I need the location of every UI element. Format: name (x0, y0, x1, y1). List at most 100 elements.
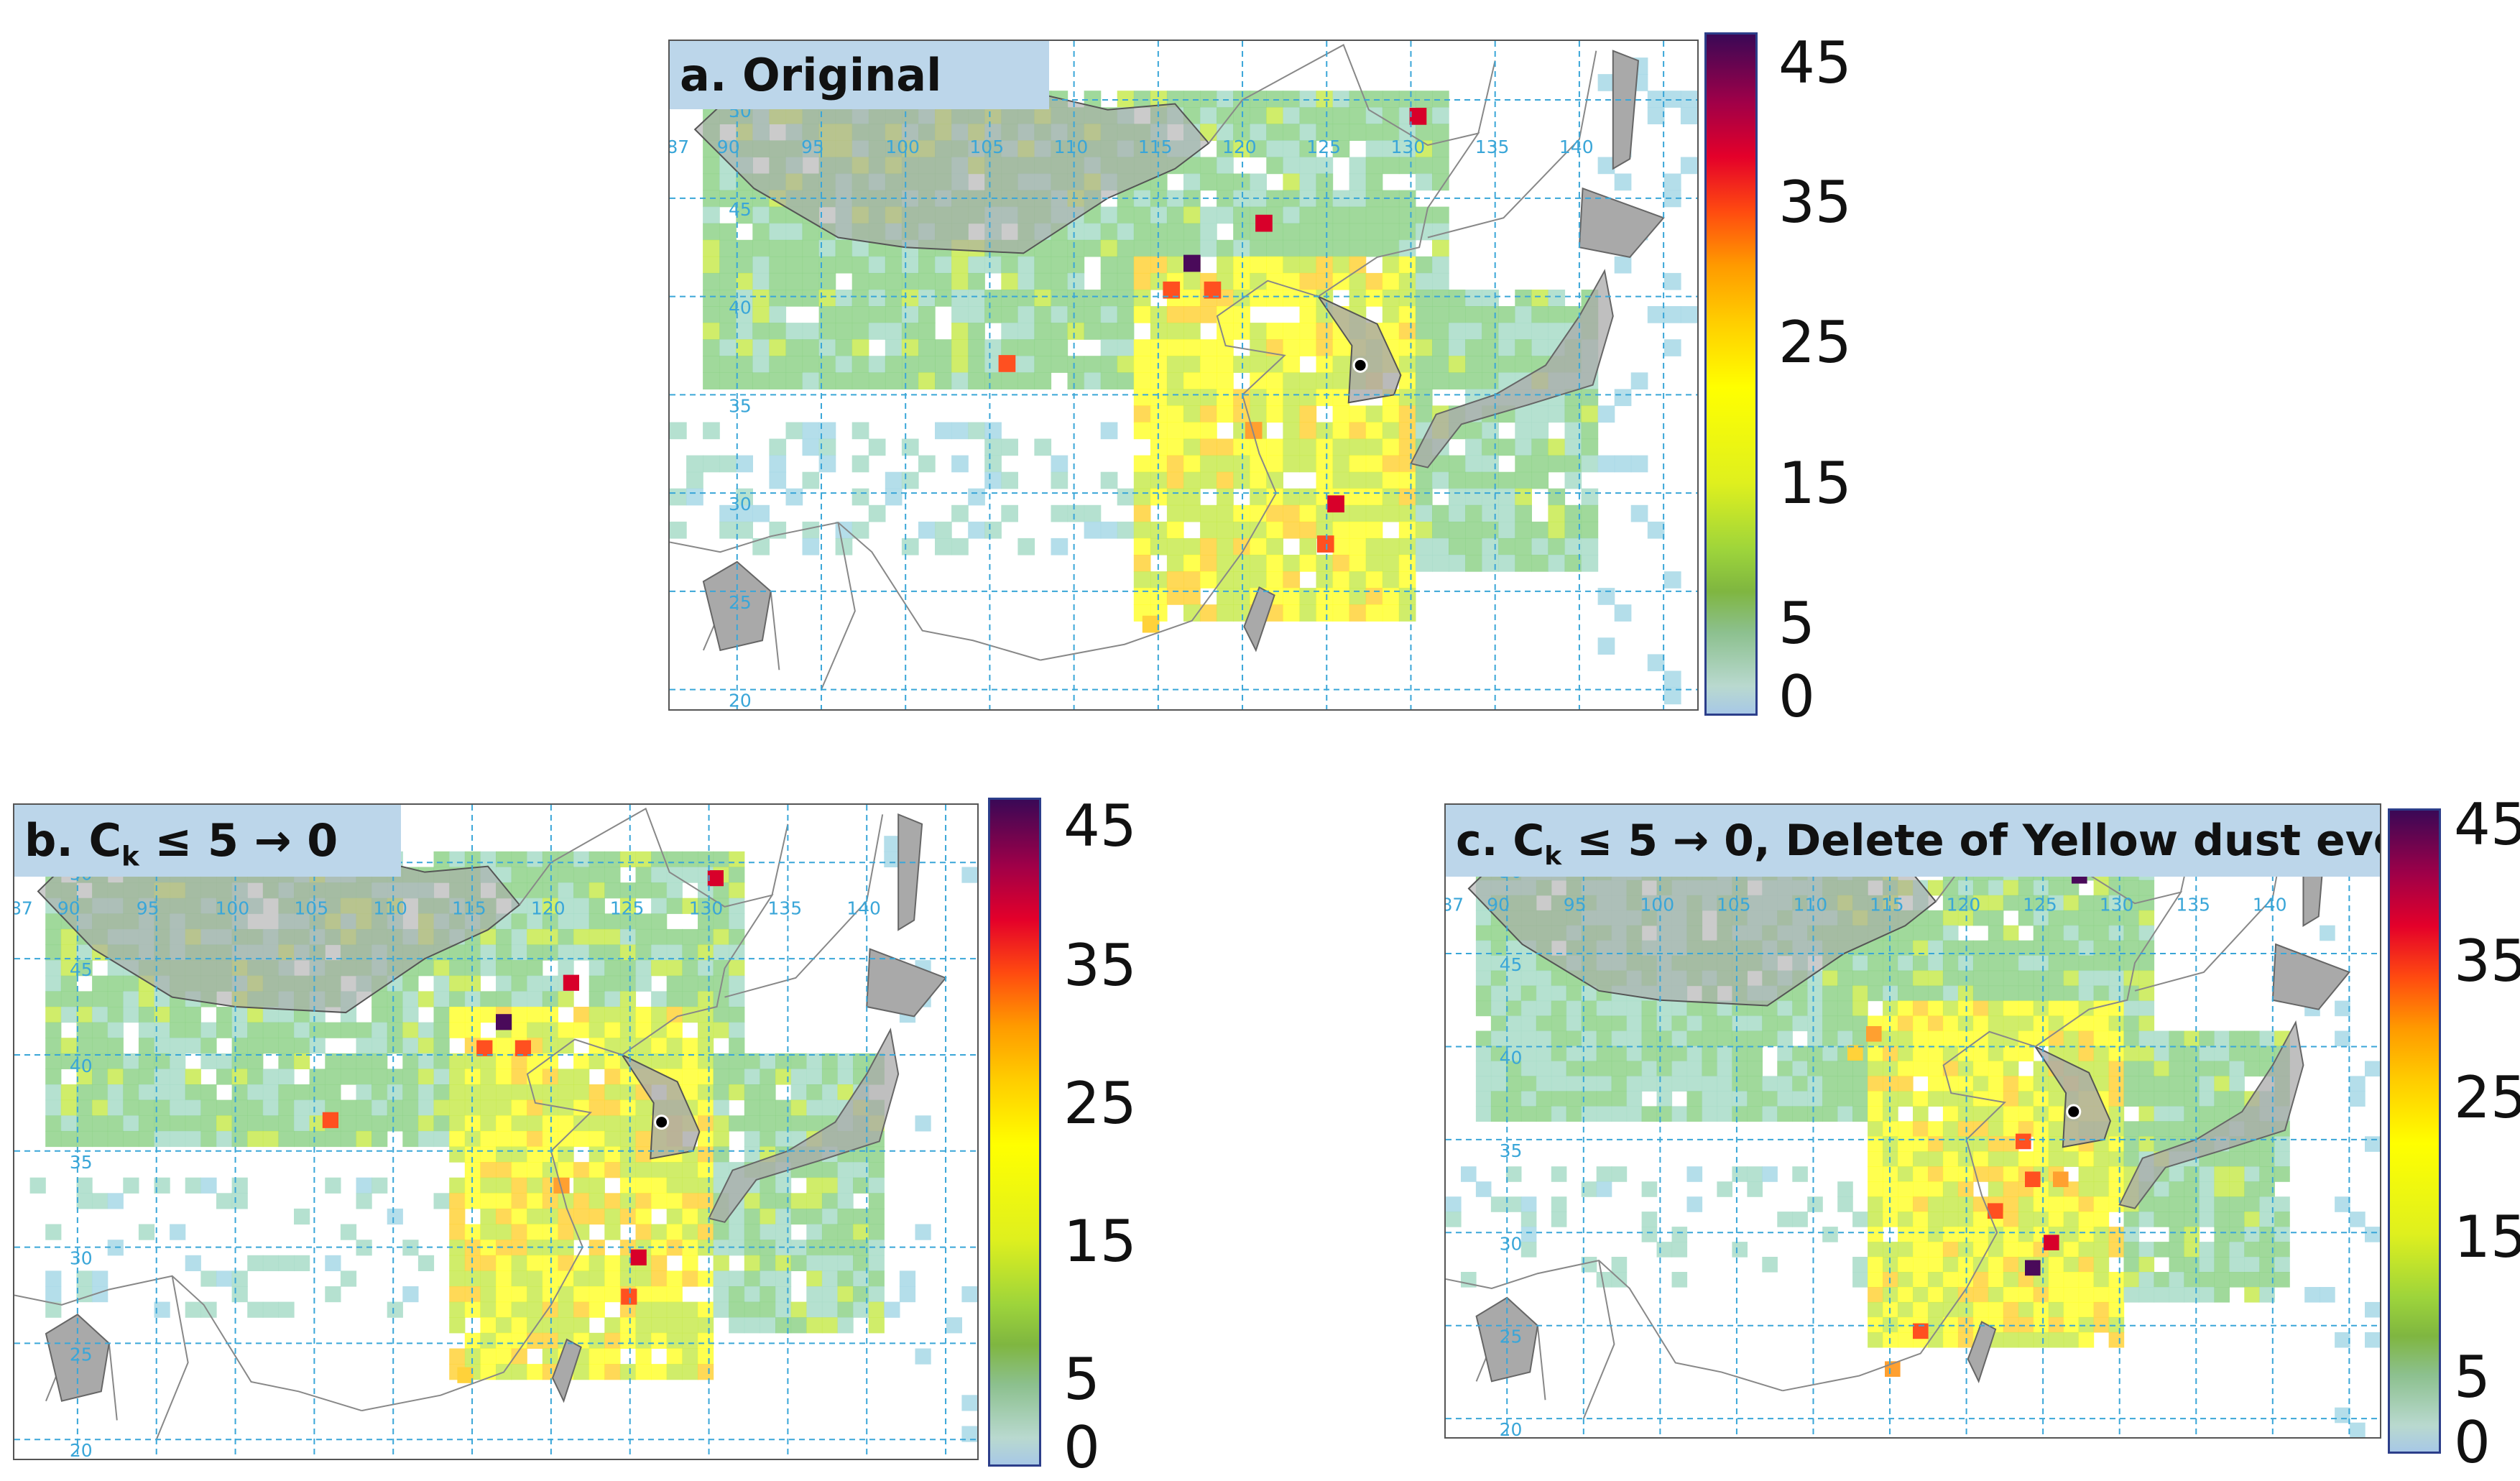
intensity-cell (818, 290, 836, 307)
intensity-cell (1382, 223, 1400, 241)
intensity-cell (806, 1255, 823, 1271)
intensity-cell (951, 422, 969, 440)
intensity-cell (1777, 1030, 1793, 1047)
intensity-cell (1200, 438, 1217, 456)
intensity-cell (1630, 504, 1648, 522)
intensity-cell (200, 1084, 217, 1101)
intensity-cell (60, 1053, 77, 1069)
intensity-cell (1250, 389, 1267, 407)
intensity-cell (818, 422, 836, 440)
intensity-cell (1942, 1272, 1959, 1288)
intensity-cell (1520, 985, 1537, 1002)
intensity-cell (45, 1270, 62, 1287)
intensity-cell (1536, 1046, 1552, 1062)
intensity-cell (1505, 1166, 1522, 1182)
intensity-cell (1067, 356, 1085, 373)
intensity-cell (1299, 272, 1317, 290)
intensity-cell (2003, 1091, 2019, 1107)
intensity-cell (185, 1099, 201, 1116)
intensity-cell (806, 1115, 823, 1132)
intensity-cell (294, 1255, 310, 1271)
intensity-cell (1034, 356, 1052, 373)
intensity-cell (984, 339, 1002, 356)
intensity-cell (1217, 405, 1234, 423)
intensity-cell (744, 1255, 760, 1271)
intensity-cell (2108, 1091, 2125, 1107)
intensity-cell (496, 1332, 512, 1349)
intensity-cell (402, 1115, 419, 1132)
intensity-cell (868, 1255, 885, 1271)
intensity-cell (835, 521, 853, 539)
intensity-cell (2093, 1257, 2110, 1273)
intensity-cell (2138, 1287, 2155, 1303)
intensity-cell (1398, 488, 1416, 506)
intensity-cell (1382, 124, 1400, 141)
intensity-cell (2184, 1242, 2200, 1258)
intensity-cell (901, 306, 919, 323)
intensity-cell (138, 1069, 155, 1085)
intensity-cell (387, 1099, 403, 1116)
intensity-cell (1482, 438, 1499, 456)
intensity-cell (1564, 389, 1582, 407)
intensity-cell (968, 272, 985, 290)
intensity-cell (760, 1240, 776, 1256)
intensity-cell (818, 306, 836, 323)
intensity-cell (670, 521, 687, 539)
intensity-cell (1217, 206, 1234, 224)
intensity-cell (1988, 1000, 2004, 1017)
intensity-cell (185, 1022, 201, 1038)
intensity-cell (1671, 1106, 1688, 1122)
intensity-cell (1531, 339, 1549, 356)
intensity-cell (1898, 1257, 1914, 1273)
intensity-cell (1475, 970, 1492, 987)
intensity-cell (154, 1084, 170, 1101)
intensity-cell (1490, 925, 1507, 941)
intensity-cell (1200, 471, 1217, 489)
intensity-cell (769, 438, 787, 456)
intensity-cell (1415, 471, 1433, 489)
intensity-cell (2169, 1181, 2185, 1197)
intensity-cell (2244, 1046, 2260, 1062)
intensity-cell (1581, 1061, 1597, 1077)
intensity-cell (2259, 1166, 2275, 1182)
intensity-cell (760, 1084, 776, 1101)
intensity-cell (92, 1053, 109, 1069)
intensity-cell (1520, 970, 1537, 987)
intensity-cell (1266, 272, 1283, 290)
intensity-cell (851, 272, 869, 290)
intensity-cell (666, 1364, 683, 1380)
intensity-cell (1183, 455, 1201, 473)
intensity-cell (1250, 555, 1267, 572)
intensity-cell (2274, 1151, 2290, 1167)
intensity-cell (2033, 985, 2049, 1002)
intensity-cell (1465, 372, 1482, 389)
intensity-cell (2078, 940, 2095, 956)
intensity-cell (1449, 471, 1466, 489)
intensity-cell (2138, 1091, 2155, 1107)
intensity-cell (170, 1099, 186, 1116)
intensity-cell (1852, 1015, 1868, 1032)
longitude-label: 125 (1306, 137, 1341, 157)
intensity-cell (1505, 985, 1522, 1002)
intensity-cell (1663, 91, 1681, 108)
intensity-cell (1250, 356, 1267, 373)
intensity-cell (698, 1069, 714, 1085)
intensity-cell (262, 1130, 279, 1148)
intensity-cell (651, 1224, 668, 1240)
intensity-cell (340, 1224, 357, 1240)
intensity-cell (719, 256, 737, 274)
intensity-cell (1283, 272, 1301, 290)
intensity-cell (2199, 1030, 2215, 1047)
intensity-cell (1747, 1015, 1763, 1032)
intensity-cell (2229, 1046, 2245, 1062)
intensity-cell (1490, 970, 1507, 987)
intensity-cell (1732, 1166, 1748, 1182)
intensity-cell (371, 1084, 388, 1101)
intensity-cell (2365, 1136, 2380, 1152)
intensity-cell (2003, 1061, 2019, 1077)
intensity-cell (729, 1240, 745, 1256)
intensity-cell (651, 944, 668, 961)
intensity-cell (619, 1130, 637, 1148)
intensity-cell (1641, 1227, 1658, 1242)
intensity-cell (123, 1007, 139, 1023)
